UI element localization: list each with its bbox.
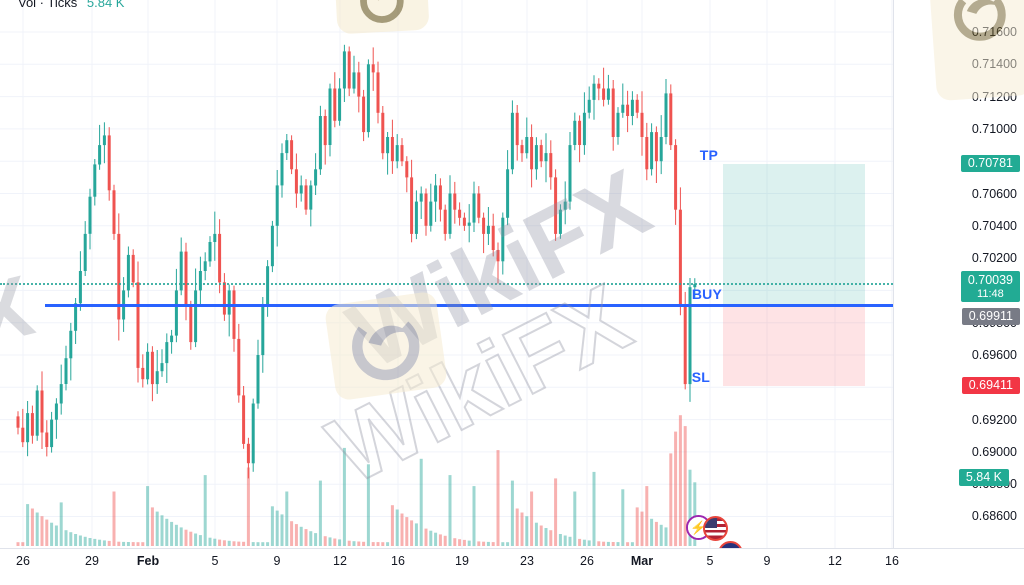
wikifx-gold-logo-top-center <box>334 0 430 35</box>
price-axis-label: 0.70600 <box>971 187 1017 201</box>
time-axis[interactable]: 26 29 Feb 5 9 12 16 19 23 26 Mar 5 9 12 16 <box>0 548 1024 585</box>
price-axis-label: 0.69200 <box>971 413 1017 427</box>
price-axis-label: 0.69600 <box>971 348 1017 362</box>
price-axis-label: 0.68600 <box>971 509 1017 523</box>
time-axis-label: 5 <box>211 554 219 568</box>
time-axis-label: 16 <box>391 554 405 568</box>
price-axis-label: 0.69000 <box>971 445 1017 459</box>
time-axis-label: Mar <box>630 554 654 568</box>
wikifx-eagle-emblem-center <box>323 290 449 402</box>
price-axis-label: 0.71000 <box>971 122 1017 136</box>
candlestick-chart[interactable] <box>0 0 893 548</box>
last-price-badge: 0.70039 11:48 <box>960 271 1020 302</box>
entry-price-badge: 0.69911 <box>961 308 1020 325</box>
time-axis-label: 23 <box>520 554 534 568</box>
volume-legend-label: Vol · Ticks <box>18 0 78 10</box>
price-axis-label: 0.70200 <box>971 251 1017 265</box>
wikifx-gold-logo-top-right <box>928 0 1024 102</box>
time-axis-label: Feb <box>136 554 160 568</box>
last-price-dotted-line <box>0 283 893 285</box>
time-axis-label: 5 <box>706 554 714 568</box>
time-axis-label: 26 <box>16 554 30 568</box>
volume-legend: Vol · Ticks 5.84 K <box>18 0 124 10</box>
time-axis-label: 26 <box>580 554 594 568</box>
price-axis-label: 0.70400 <box>971 219 1017 233</box>
time-axis-label: 29 <box>85 554 99 568</box>
eagle-icon <box>352 312 420 380</box>
time-axis-label: 19 <box>455 554 469 568</box>
us-flag-icon[interactable] <box>703 516 728 541</box>
volume-legend-value: 5.84 K <box>86 0 125 10</box>
bar-countdown: 11:48 <box>977 288 1004 300</box>
time-axis-label: 9 <box>763 554 771 568</box>
buy-label: BUY <box>691 285 722 302</box>
time-axis-label: 12 <box>828 554 842 568</box>
tp-price-badge: 0.70781 <box>960 155 1020 172</box>
sl-price-badge: 0.69411 <box>961 377 1020 394</box>
volume-badge: 5.84 K <box>958 469 1009 486</box>
stop-loss-zone-box[interactable] <box>723 304 865 386</box>
eagle-icon <box>360 0 404 23</box>
eagle-icon <box>953 0 1006 41</box>
tp-label: TP <box>699 147 718 164</box>
sl-label: SL <box>691 368 710 385</box>
buy-entry-line[interactable] <box>45 304 893 307</box>
time-axis-label: 9 <box>273 554 281 568</box>
time-axis-label: 12 <box>333 554 347 568</box>
take-profit-zone-box[interactable] <box>723 164 865 305</box>
last-price-value: 0.70039 <box>967 273 1013 287</box>
chart-pane[interactable]: TP BUY SL Vol · Ticks 5.84 K X WikiFX Wi… <box>0 0 893 548</box>
time-axis-label: 16 <box>885 554 899 568</box>
